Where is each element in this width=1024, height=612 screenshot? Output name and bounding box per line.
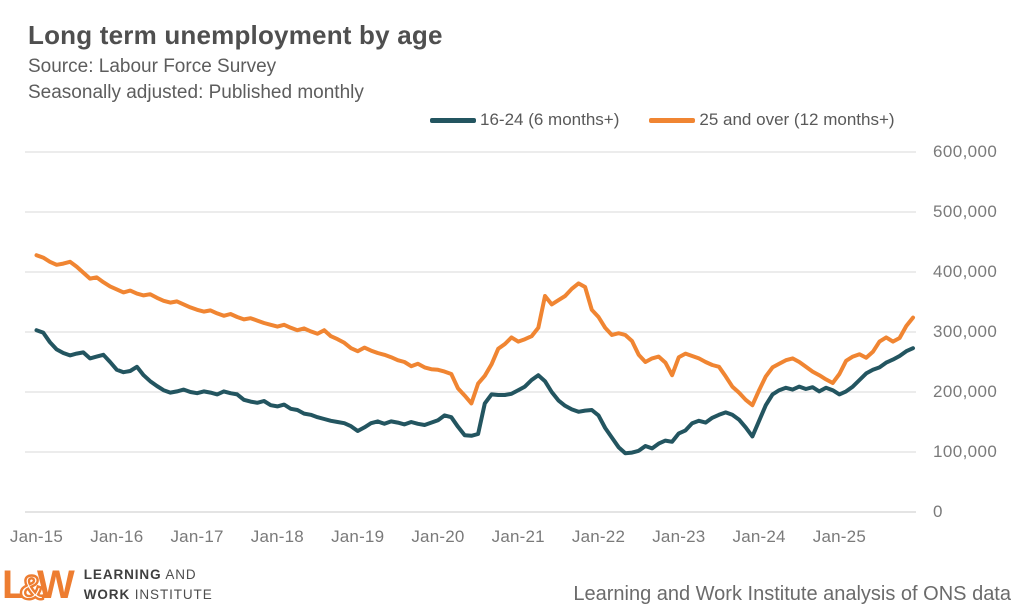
legend-item-25-over[interactable]: 25 and over (12 months+) xyxy=(649,110,895,130)
series-line-25-and-over[interactable] xyxy=(34,253,915,408)
page-title: Long term unemployment by age xyxy=(28,20,443,50)
x-tick-label-Jan-17: Jan-17 xyxy=(170,527,224,546)
x-tick-label-Jan-24: Jan-24 xyxy=(732,527,786,546)
chart-subtitle-adjustment: Seasonally adjusted: Published monthly xyxy=(28,82,364,103)
x-tick-label-Jan-25: Jan-25 xyxy=(812,527,866,546)
x-tick-label-Jan-22: Jan-22 xyxy=(571,527,626,546)
y-tick-label-0: 0 xyxy=(933,502,943,521)
legend-line-swatch-orange xyxy=(649,117,696,123)
x-tick-label-Jan-15: Jan-15 xyxy=(9,527,64,546)
attribution-text: Learning and Work Institute analysis of … xyxy=(573,583,1011,605)
y-tick-label-600000: 600,000 xyxy=(933,142,998,161)
y-tick-label-500000: 500,000 xyxy=(933,202,998,221)
y-tick-label-100000: 100,000 xyxy=(933,442,998,461)
legend-item-16-24[interactable]: 16-24 (6 months+) xyxy=(430,110,619,130)
logo-wordmark: LEARNING AND WORK INSTITUTE xyxy=(83,566,213,602)
legend-label-25-over: 25 and over (12 months+) xyxy=(699,110,895,129)
series-line-16-24[interactable] xyxy=(34,328,915,456)
x-tick-label-Jan-20: Jan-20 xyxy=(411,527,465,546)
y-tick-label-400000: 400,000 xyxy=(933,262,998,281)
y-tick-label-300000: 300,000 xyxy=(933,322,998,341)
chart-legend: 16-24 (6 months+) 25 and over (12 months… xyxy=(430,106,895,134)
chart-subtitle-source: Source: Labour Force Survey xyxy=(28,56,277,77)
organisation-logo: L & W LEARNING AND WORK INSTITUTE xyxy=(2,563,213,608)
x-tick-label-Jan-19: Jan-19 xyxy=(331,527,385,546)
lw-logo-mark-icon: L & W xyxy=(2,563,75,608)
legend-label-16-24: 16-24 (6 months+) xyxy=(480,110,620,129)
x-tick-label-Jan-16: Jan-16 xyxy=(90,527,144,546)
y-tick-label-200000: 200,000 xyxy=(933,382,998,401)
x-tick-label-Jan-18: Jan-18 xyxy=(250,527,304,546)
legend-line-swatch-teal xyxy=(430,117,476,123)
x-tick-label-Jan-21: Jan-21 xyxy=(491,527,545,546)
x-tick-label-Jan-23: Jan-23 xyxy=(652,527,706,546)
